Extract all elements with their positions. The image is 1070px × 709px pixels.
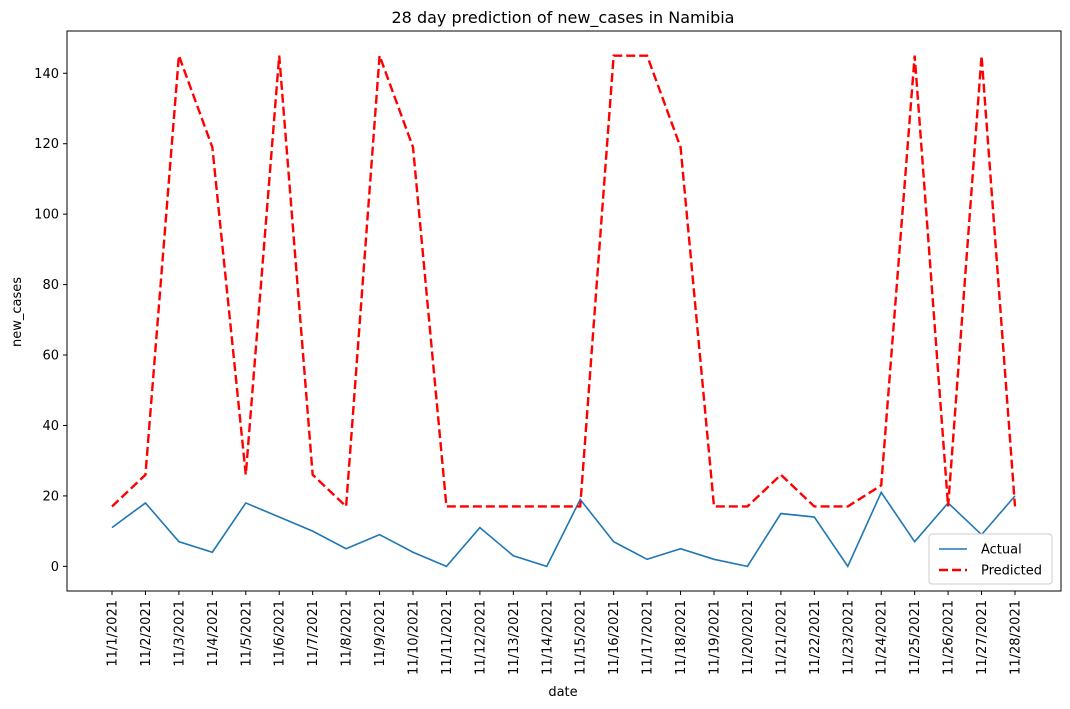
legend: Actual Predicted	[928, 533, 1053, 585]
x-tick-label: 11/2/2021	[139, 600, 154, 667]
axes: 0 20 40 60 80 100 120 140 11/1/2021 11/2/2021 11/3…	[34, 30, 1062, 675]
x-tick-label: 11/24/2021	[875, 600, 890, 675]
legend-label-actual: Actual	[981, 543, 1022, 558]
x-tick-label: 11/5/2021	[239, 600, 254, 667]
legend-box	[928, 533, 1053, 585]
x-tick-label: 11/9/2021	[373, 600, 388, 667]
series-line-predicted	[111, 54, 1017, 510]
x-tick-label: 11/21/2021	[774, 600, 789, 675]
y-tick-label: 60	[42, 349, 59, 364]
y-tick-label: 120	[34, 137, 59, 152]
y-tick-label: 140	[34, 67, 59, 82]
x-tick-label: 11/11/2021	[440, 600, 455, 675]
chart-title: 28 day prediction of new_cases in Namibi…	[392, 8, 735, 28]
x-tick-label: 11/13/2021	[507, 600, 522, 675]
y-tick-label: 80	[42, 278, 59, 293]
y-tick-label: 0	[51, 560, 59, 575]
x-tick-label: 11/16/2021	[607, 600, 622, 675]
x-tick-label: 11/18/2021	[674, 600, 689, 675]
series-line-actual	[111, 490, 1016, 568]
x-tick-label: 11/10/2021	[407, 600, 422, 675]
y-axis-label: new_cases	[10, 277, 25, 347]
x-tick-label: 11/26/2021	[942, 600, 957, 675]
x-tick-label: 11/23/2021	[841, 600, 856, 675]
x-tick-label: 11/22/2021	[808, 600, 823, 675]
legend-label-predicted: Predicted	[981, 564, 1042, 579]
x-tick-label: 11/20/2021	[741, 600, 756, 675]
x-tick-label: 11/8/2021	[340, 600, 355, 667]
x-tick-label: 11/3/2021	[172, 600, 187, 667]
x-tick-label: 11/25/2021	[908, 600, 923, 675]
x-tick-label: 11/17/2021	[641, 600, 656, 675]
x-tick-label: 11/7/2021	[306, 600, 321, 667]
x-tick-label: 11/28/2021	[1009, 600, 1024, 675]
y-tick-label: 20	[42, 489, 59, 504]
x-tick-label: 11/4/2021	[206, 600, 221, 667]
plot-frame	[66, 30, 1062, 592]
x-tick-label: 11/19/2021	[708, 600, 723, 675]
x-tick-label: 11/27/2021	[975, 600, 990, 675]
x-tick-label: 11/12/2021	[473, 600, 488, 675]
y-tick-label: 40	[42, 419, 59, 434]
x-tick-label: 11/15/2021	[574, 600, 589, 675]
x-axis-label: date	[548, 685, 577, 700]
x-tick-label: 11/14/2021	[540, 600, 555, 675]
y-tick-label: 100	[34, 208, 59, 223]
plot-area	[111, 54, 1017, 568]
x-tick-label: 11/1/2021	[106, 600, 121, 667]
x-tick-label: 11/6/2021	[273, 600, 288, 667]
